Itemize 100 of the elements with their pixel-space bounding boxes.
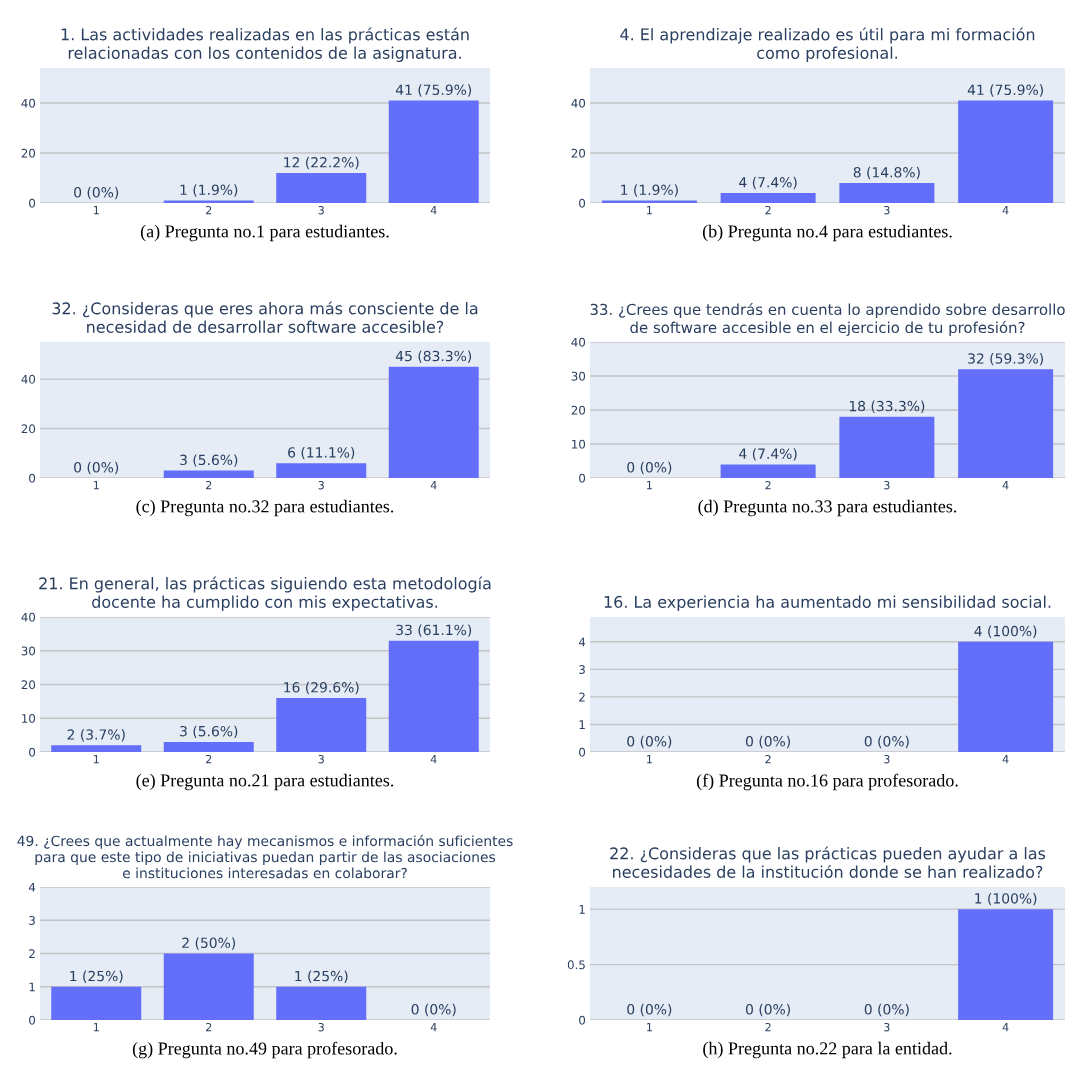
x-tick-label: 3: [884, 754, 890, 764]
data-label: 0 (0%): [627, 461, 672, 475]
y-tick-label: 10: [572, 439, 586, 449]
data-label: 3 (5.6%): [180, 725, 238, 739]
x-tick-label: 3: [318, 754, 324, 764]
chart-title: 22. ¿Consideras que las prácticas pueden ayudar a las necesidades de la institución donde se han realizado?: [610, 846, 1046, 878]
data-label: 1 (1.9%): [180, 184, 238, 197]
y-tick-label: 40: [571, 337, 586, 347]
y-tick-label: 1: [579, 905, 585, 914]
bar: [163, 470, 254, 478]
bar: [958, 369, 1054, 478]
y-tick-label: 0.5: [567, 960, 585, 970]
x-tick-label: 1: [647, 755, 652, 764]
x-tick-label: 4: [1002, 1023, 1009, 1032]
bar: [839, 416, 935, 478]
y-tick-label: 4: [28, 882, 36, 892]
data-label: 2 (3.7%): [67, 729, 125, 742]
x-tick-label: 4: [430, 206, 437, 215]
bar: [720, 193, 816, 203]
bar: [720, 464, 816, 478]
bar: [388, 640, 479, 752]
x-tick-label: 2: [206, 205, 212, 215]
y-tick-label: 3: [29, 915, 35, 925]
data-label: 16 (29.6%): [284, 681, 359, 695]
y-tick-label: 1: [29, 982, 35, 992]
data-label: 0 (0%): [745, 1003, 790, 1017]
x-tick-label: 2: [206, 1022, 212, 1032]
y-tick-label: 0: [29, 473, 36, 483]
y-tick-label: 20: [21, 424, 36, 434]
data-label: 0 (0%): [864, 735, 909, 749]
data-label: 4 (7.4%): [739, 176, 797, 190]
y-tick-label: 40: [21, 98, 36, 108]
data-label: 18 (33.3%): [849, 400, 925, 413]
x-tick-label: 1: [93, 755, 99, 764]
x-tick-label: 4: [430, 755, 437, 764]
text: (a) Pregunta no.1 para estudiantes.: [140, 224, 389, 242]
y-tick-label: 0: [579, 473, 586, 483]
x-tick-label: 3: [884, 1022, 890, 1032]
x-tick-label: 2: [765, 1022, 771, 1032]
y-tick-label: 20: [21, 680, 36, 690]
data-label: 1 (25%): [295, 970, 348, 983]
data-label: 12 (22.2%): [284, 156, 359, 170]
x-tick-label: 2: [765, 480, 771, 490]
data-label: 0 (0%): [411, 1003, 456, 1017]
x-tick-label: 3: [318, 205, 324, 215]
x-tick-label: 1: [93, 481, 99, 490]
y-tick-label: 0: [29, 747, 36, 757]
y-tick-label: 0: [579, 198, 586, 208]
data-label: 1 (25%): [70, 970, 123, 983]
bar: [958, 100, 1054, 203]
data-label: 0 (0%): [74, 186, 119, 200]
x-tick-label: 4: [1002, 755, 1009, 764]
chart-title: 32. ¿Consideras que eres ahora más consciente de la necesidad de desarrollar software accesible?: [52, 301, 478, 333]
bar: [276, 698, 367, 752]
x-tick-label: 2: [206, 754, 212, 764]
data-label: 4 (100%): [974, 625, 1037, 638]
y-tick-label: 30: [21, 646, 36, 656]
x-tick-label: 1: [93, 206, 99, 215]
data-label: 41 (75.9%): [395, 84, 472, 97]
y-tick-label: 20: [21, 148, 36, 158]
data-label: 1 (100%): [975, 892, 1037, 906]
data-label: 8 (14.8%): [853, 166, 920, 180]
text: (h) Pregunta no.22 para la entidad.: [703, 1041, 952, 1059]
bar: [276, 173, 367, 203]
y-tick-label: 0: [29, 198, 36, 208]
text: (e) Pregunta no.21 para estudiantes.: [136, 773, 394, 791]
x-tick-label: 1: [647, 481, 652, 490]
y-tick-label: 20: [571, 405, 586, 415]
y-tick-label: 1: [579, 720, 585, 729]
data-label: 0 (0%): [627, 1003, 672, 1017]
data-label: 0 (0%): [745, 735, 790, 749]
x-tick-label: 1: [647, 206, 652, 215]
x-tick-label: 2: [206, 480, 212, 490]
chart-title: 21. En general, las prácticas siguiendo esta metodología docente ha cumplido con mis expectativas.: [39, 576, 491, 611]
chart-title: 33. ¿Crees que tendrás en cuenta lo aprendido sobre desarrollo de software accesible en el ejercicio de tu profesión?: [590, 302, 1065, 336]
data-label: 0 (0%): [864, 1003, 909, 1017]
y-tick-label: 30: [571, 371, 586, 381]
bar: [388, 100, 479, 203]
text: (b) Pregunta no.4 para estudiantes.: [702, 224, 952, 242]
y-tick-label: 10: [22, 713, 36, 723]
data-label: 0 (0%): [627, 735, 672, 749]
y-tick-label: 20: [571, 148, 586, 158]
text: (d) Pregunta no.33 para estudiantes.: [698, 499, 957, 517]
y-tick-label: 4: [578, 637, 586, 647]
data-label: 6 (11.1%): [288, 446, 355, 460]
data-label: 45 (83.3%): [395, 350, 472, 363]
y-tick-label: 0: [29, 1015, 36, 1025]
y-tick-label: 2: [579, 692, 585, 702]
x-tick-label: 3: [884, 480, 890, 490]
data-label: 32 (59.3%): [968, 353, 1043, 366]
text: (g) Pregunta no.49 para profesorado.: [132, 1041, 397, 1059]
data-label: 33 (61.1%): [396, 624, 472, 637]
y-tick-label: 0: [579, 1015, 586, 1025]
x-tick-label: 2: [765, 754, 771, 764]
data-label: 0 (0%): [74, 461, 119, 475]
y-tick-label: 40: [571, 98, 586, 108]
x-tick-label: 3: [318, 1022, 324, 1032]
y-tick-label: 40: [21, 612, 36, 622]
data-label: 1 (1.9%): [621, 184, 678, 197]
chart-title: 4. El aprendizaje realizado es útil para mi formación como profesional.: [620, 27, 1035, 62]
